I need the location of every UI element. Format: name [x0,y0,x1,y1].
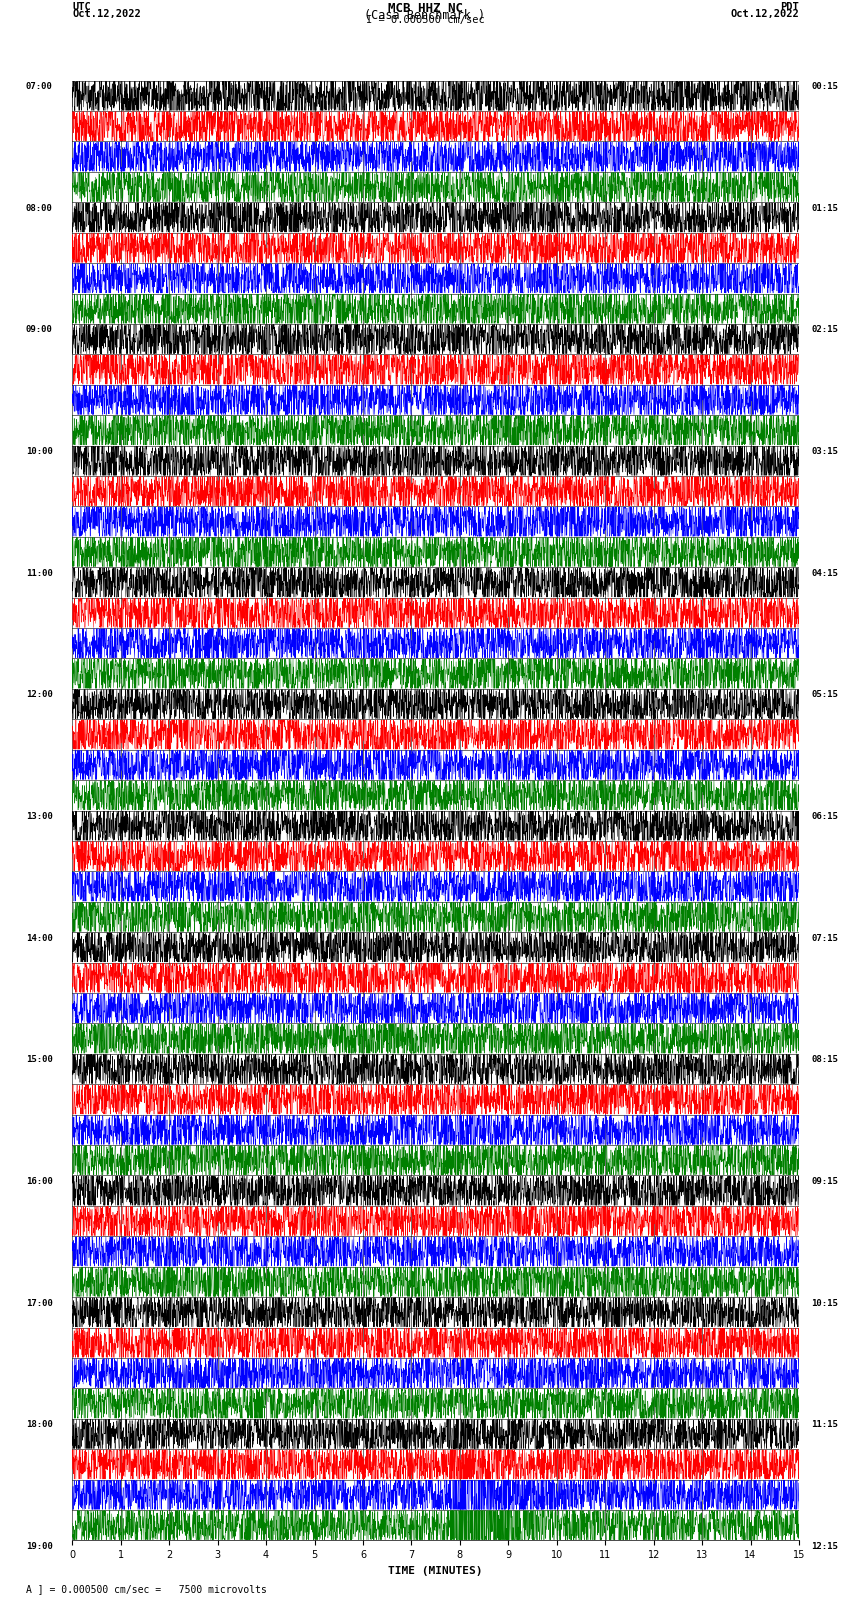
Text: 07:15: 07:15 [811,934,838,942]
Text: 16:00: 16:00 [26,1177,53,1186]
Text: 18:00: 18:00 [26,1421,53,1429]
Text: 17:00: 17:00 [26,1298,53,1308]
Text: Oct.12,2022: Oct.12,2022 [72,10,141,19]
Text: 05:15: 05:15 [811,690,838,700]
Text: 00:15: 00:15 [811,82,838,92]
Text: PDT: PDT [780,3,799,13]
Text: 03:15: 03:15 [811,447,838,456]
Text: 08:00: 08:00 [26,203,53,213]
X-axis label: TIME (MINUTES): TIME (MINUTES) [388,1566,483,1576]
Text: 09:00: 09:00 [26,326,53,334]
Text: UTC: UTC [72,3,91,13]
Text: (Casa Benchmark ): (Casa Benchmark ) [365,10,485,23]
Text: 11:00: 11:00 [26,569,53,577]
Text: 13:00: 13:00 [26,811,53,821]
Text: A ] = 0.000500 cm/sec =   7500 microvolts: A ] = 0.000500 cm/sec = 7500 microvolts [26,1584,266,1594]
Text: 01:15: 01:15 [811,203,838,213]
Text: 10:00: 10:00 [26,447,53,456]
Text: 11:15: 11:15 [811,1421,838,1429]
Text: 04:15: 04:15 [811,569,838,577]
Text: 15:00: 15:00 [26,1055,53,1065]
Text: 09:15: 09:15 [811,1177,838,1186]
Text: 10:15: 10:15 [811,1298,838,1308]
Text: I = 0.000500 cm/sec: I = 0.000500 cm/sec [366,15,484,24]
Text: MCB HHZ NC: MCB HHZ NC [388,3,462,16]
Text: 07:00: 07:00 [26,82,53,92]
Text: 14:00: 14:00 [26,934,53,942]
Text: 19:00: 19:00 [26,1542,53,1552]
Text: 12:00: 12:00 [26,690,53,700]
Text: 12:15: 12:15 [811,1542,838,1552]
Text: Oct.12,2022: Oct.12,2022 [730,10,799,19]
Text: 06:15: 06:15 [811,811,838,821]
Text: 02:15: 02:15 [811,326,838,334]
Text: 08:15: 08:15 [811,1055,838,1065]
